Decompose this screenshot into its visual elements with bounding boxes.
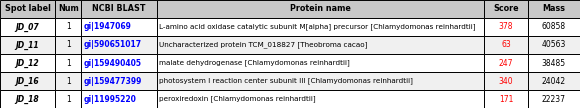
Text: Score: Score bbox=[493, 5, 519, 14]
Bar bbox=[157, 90, 484, 108]
Bar bbox=[528, 72, 580, 90]
Bar bbox=[81, 36, 157, 54]
Bar bbox=[484, 90, 528, 108]
Text: JD_16: JD_16 bbox=[16, 76, 39, 86]
Bar bbox=[81, 18, 157, 36]
Bar bbox=[528, 54, 580, 72]
Bar bbox=[81, 72, 157, 90]
Text: 22237: 22237 bbox=[542, 94, 566, 103]
Bar bbox=[157, 72, 484, 90]
Text: malate dehydrogenase [Chlamydomonas reinhardtii]: malate dehydrogenase [Chlamydomonas rein… bbox=[159, 60, 350, 66]
Text: Spot label: Spot label bbox=[5, 5, 50, 14]
Bar bbox=[55, 90, 81, 108]
Bar bbox=[55, 18, 81, 36]
Text: peroxiredoxin [Chlamydomonas reinhardtii]: peroxiredoxin [Chlamydomonas reinhardtii… bbox=[159, 96, 316, 102]
Text: gi|590651017: gi|590651017 bbox=[84, 40, 142, 49]
Bar bbox=[0, 36, 55, 54]
Text: Uncharacterized protein TCM_018827 [Theobroma cacao]: Uncharacterized protein TCM_018827 [Theo… bbox=[159, 42, 367, 48]
Bar bbox=[528, 0, 580, 18]
Text: 1: 1 bbox=[66, 22, 71, 32]
Text: Mass: Mass bbox=[542, 5, 566, 14]
Text: gi|11995220: gi|11995220 bbox=[84, 94, 137, 103]
Text: Num: Num bbox=[58, 5, 78, 14]
Bar bbox=[484, 0, 528, 18]
Text: 247: 247 bbox=[499, 59, 513, 68]
Text: 1: 1 bbox=[66, 40, 71, 49]
Bar bbox=[0, 18, 55, 36]
Text: NCBI BLAST: NCBI BLAST bbox=[92, 5, 146, 14]
Text: 1: 1 bbox=[66, 76, 71, 86]
Text: gi|159490405: gi|159490405 bbox=[84, 59, 142, 68]
Text: 1: 1 bbox=[66, 94, 71, 103]
Bar bbox=[484, 54, 528, 72]
Bar bbox=[157, 18, 484, 36]
Bar bbox=[528, 18, 580, 36]
Bar bbox=[157, 0, 484, 18]
Bar bbox=[0, 90, 55, 108]
Text: 1: 1 bbox=[66, 59, 71, 68]
Text: gi|159477399: gi|159477399 bbox=[84, 76, 143, 86]
Bar bbox=[0, 0, 55, 18]
Bar bbox=[55, 72, 81, 90]
Text: 171: 171 bbox=[499, 94, 513, 103]
Text: JD_11: JD_11 bbox=[16, 40, 39, 50]
Text: 24042: 24042 bbox=[542, 76, 566, 86]
Bar bbox=[528, 36, 580, 54]
Text: 40563: 40563 bbox=[542, 40, 566, 49]
Bar bbox=[484, 36, 528, 54]
Text: JD_07: JD_07 bbox=[16, 22, 39, 32]
Bar bbox=[157, 54, 484, 72]
Text: 38485: 38485 bbox=[542, 59, 566, 68]
Bar bbox=[81, 90, 157, 108]
Bar bbox=[484, 72, 528, 90]
Bar bbox=[55, 0, 81, 18]
Text: 60858: 60858 bbox=[542, 22, 566, 32]
Bar bbox=[0, 72, 55, 90]
Text: JD_18: JD_18 bbox=[16, 94, 39, 104]
Text: 63: 63 bbox=[501, 40, 511, 49]
Bar bbox=[0, 54, 55, 72]
Bar bbox=[55, 36, 81, 54]
Text: JD_12: JD_12 bbox=[16, 58, 39, 68]
Text: 378: 378 bbox=[499, 22, 513, 32]
Text: L-amino acid oxidase catalytic subunit M[alpha] precursor [Chlamydomonas reinhar: L-amino acid oxidase catalytic subunit M… bbox=[159, 24, 476, 30]
Bar bbox=[528, 90, 580, 108]
Text: Protein name: Protein name bbox=[290, 5, 351, 14]
Text: gi|1947069: gi|1947069 bbox=[84, 22, 132, 32]
Bar bbox=[157, 36, 484, 54]
Bar bbox=[81, 54, 157, 72]
Bar bbox=[484, 18, 528, 36]
Bar bbox=[55, 54, 81, 72]
Text: photosystem I reaction center subunit III [Chlamydomonas reinhardtii]: photosystem I reaction center subunit II… bbox=[159, 78, 413, 84]
Bar bbox=[81, 0, 157, 18]
Text: 340: 340 bbox=[499, 76, 513, 86]
